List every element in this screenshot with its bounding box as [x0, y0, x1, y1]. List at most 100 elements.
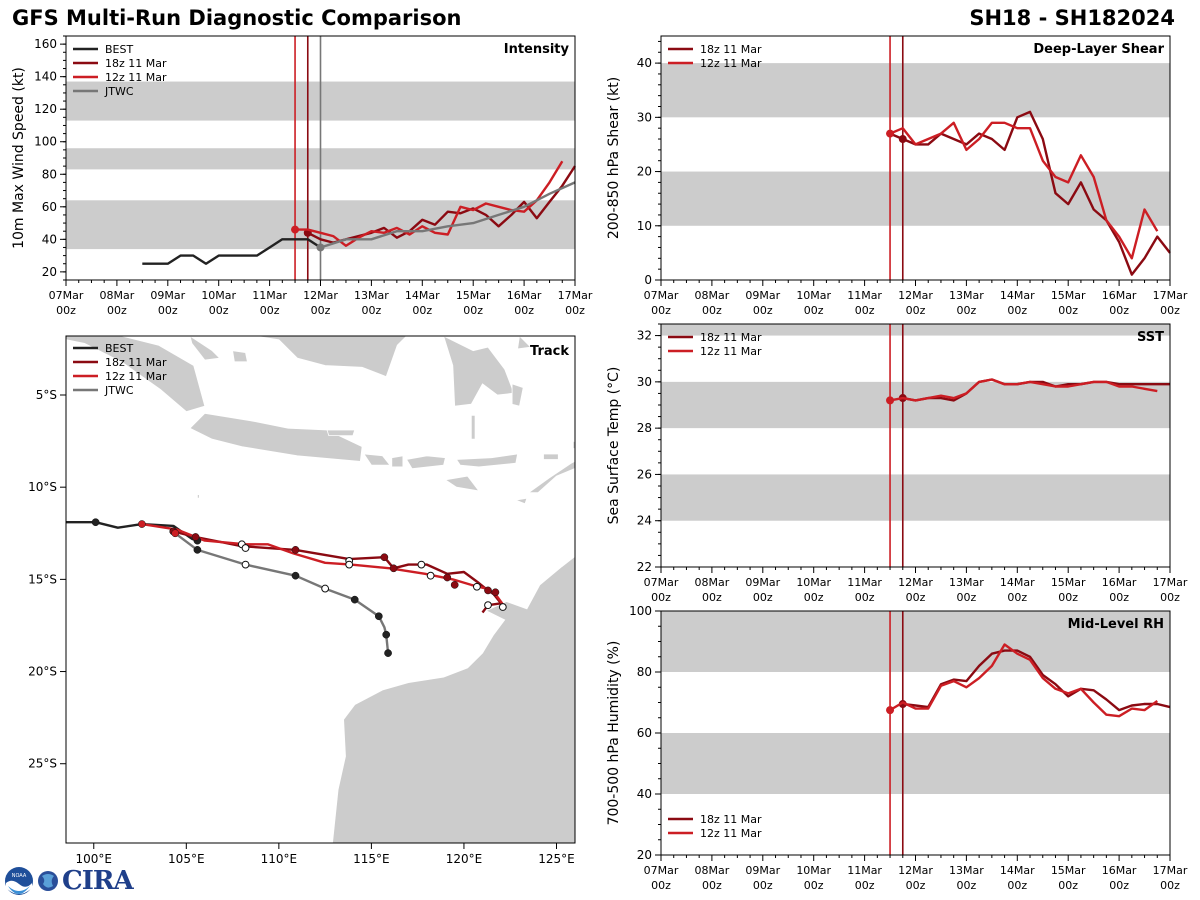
cira-logo-text: CIRA [62, 866, 134, 896]
sst-xtick-label: 07Mar [644, 576, 679, 589]
sst-xtick-label: 00z [1007, 591, 1027, 604]
land-polygon [511, 383, 524, 407]
rh-xtick-label: 00z [702, 879, 722, 892]
rh-series-run12 [889, 643, 1158, 718]
rh-xtick-label: 11Mar [847, 864, 882, 877]
shear-start-marker [898, 135, 907, 144]
intensity-xtick-label: 16Mar [507, 289, 542, 302]
intensity-legend-label: BEST [105, 43, 133, 56]
shear-ytick-label: 0 [644, 273, 652, 287]
track-position-marker [91, 518, 100, 527]
intensity-xtick-label: 00z [158, 304, 178, 317]
track-xtick-label: 125°E [538, 852, 575, 866]
shear-xtick-label: 13Mar [949, 289, 984, 302]
track-position-marker [450, 581, 459, 589]
track-position-marker [291, 571, 300, 580]
track-position-marker [291, 546, 300, 554]
intensity-xtick-label: 17Mar [558, 289, 593, 302]
rh-xtick-label: 13Mar [949, 864, 984, 877]
track-legend-label: BEST [105, 342, 133, 355]
track-open-marker [473, 582, 481, 591]
sst-xtick-label: 14Mar [1000, 576, 1035, 589]
intensity-xtick-label: 09Mar [150, 289, 185, 302]
intensity-xtick-label: 00z [311, 304, 331, 317]
land-polygon [405, 455, 446, 470]
sst-series-run12 [889, 378, 1158, 402]
shear-xtick-label: 00z [855, 304, 875, 317]
intensity-series-best [142, 238, 322, 265]
land-polygon [391, 455, 404, 468]
track-position-marker [443, 573, 452, 582]
rh-xtick-label: 00z [753, 879, 773, 892]
shear-xtick-label: 00z [702, 304, 722, 317]
shear-xtick-label: 08Mar [695, 289, 730, 302]
rh-xtick-label: 00z [855, 879, 875, 892]
rh-xtick-label: 00z [1109, 879, 1129, 892]
intensity-ytick-label: 20 [42, 265, 57, 279]
land-polygon [517, 336, 532, 350]
shear-start-marker [886, 129, 895, 138]
track-open-marker [345, 560, 354, 569]
sst-xtick-label: 12Mar [898, 576, 933, 589]
intensity-panel: 07Mar 00z 08Mar 00z 09Mar 00z 10Mar 00z 11Mar 00z… [11, 35, 593, 317]
sst-ytick-label: 22 [637, 560, 652, 574]
track-position-marker [193, 546, 202, 554]
sst-legend-label: 12z 11 Mar [700, 345, 762, 358]
land-polygon [232, 350, 248, 363]
rh-xtick-label: 00z [957, 879, 977, 892]
intensity-ytick-label: 80 [42, 167, 57, 181]
shear-xtick-label: 16Mar [1102, 289, 1137, 302]
intensity-ytick-label: 160 [34, 37, 57, 51]
track-open-marker [241, 560, 250, 569]
track-open-marker [321, 584, 330, 593]
land-polygon [470, 414, 476, 440]
rh-xtick-label: 17Mar [1153, 864, 1188, 877]
intensity-xtick-label: 00z [209, 304, 229, 317]
shear-ytick-label: 20 [637, 165, 652, 179]
rh-series-run18 [902, 649, 1171, 712]
sst-xtick-label: 16Mar [1102, 576, 1137, 589]
land-polygon [455, 453, 519, 468]
track-open-marker [426, 571, 435, 580]
track-position-marker [191, 533, 200, 541]
land-polygon [66, 336, 206, 413]
rh-xtick-label: 15Mar [1051, 864, 1086, 877]
land-polygon [444, 475, 480, 492]
sst-ylabel: Sea Surface Temp (°C) [606, 367, 622, 525]
land-polygon [189, 336, 221, 361]
sst-xtick-label: 00z [651, 591, 671, 604]
shear-xtick-label: 00z [1007, 304, 1027, 317]
intensity-ytick-label: 140 [34, 70, 57, 84]
intensity-legend-label: 18z 11 Mar [105, 57, 167, 70]
sst-ytick-label: 30 [637, 375, 652, 389]
track-open-marker [498, 603, 507, 611]
track-position-marker [382, 630, 391, 639]
track-position-marker [374, 612, 383, 621]
sst-xtick-label: 00z [906, 591, 926, 604]
land-polygon [572, 440, 575, 449]
intensity-xtick-label: 08Mar [100, 289, 135, 302]
shear-xtick-label: 15Mar [1051, 289, 1086, 302]
shear-xtick-label: 00z [753, 304, 773, 317]
sst-legend-label: 18z 11 Mar [700, 331, 762, 344]
intensity-xtick-label: 00z [412, 304, 432, 317]
cira-globe-icon [38, 871, 58, 891]
intensity-xtick-label: 00z [56, 304, 76, 317]
shear-legend-label: 12z 11 Mar [700, 57, 762, 70]
rh-xtick-label: 07Mar [644, 864, 679, 877]
intensity-xtick-label: 12Mar [303, 289, 338, 302]
shear-ytick-label: 30 [637, 110, 652, 124]
track-title: Track [530, 344, 569, 359]
rh-xtick-label: 09Mar [745, 864, 780, 877]
shear-panel: 07Mar 00z 08Mar 00z 09Mar 00z 10Mar 00z 11Mar 00z… [606, 35, 1188, 317]
shear-legend-label: 18z 11 Mar [700, 43, 762, 56]
shear-xtick-label: 00z [1160, 304, 1180, 317]
rh-band [661, 611, 1170, 672]
sst-xtick-label: 10Mar [796, 576, 831, 589]
land-polygon [363, 453, 391, 466]
track-ytick-label: 5°S [36, 388, 57, 402]
track-open-marker [484, 601, 492, 610]
track-ytick-label: 10°S [28, 480, 57, 494]
sst-xtick-label: 09Mar [745, 576, 780, 589]
sst-ytick-label: 32 [637, 329, 652, 343]
